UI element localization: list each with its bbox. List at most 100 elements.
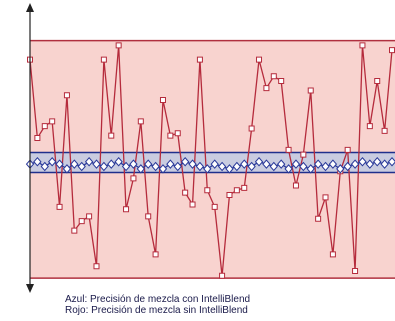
marker: [130, 175, 137, 182]
marker: [123, 206, 130, 213]
series-line: [29, 45, 393, 276]
marker: [144, 159, 153, 169]
marker: [306, 164, 315, 174]
marker: [329, 251, 336, 258]
marker: [226, 192, 233, 198]
marker: [350, 159, 360, 169]
marker: [137, 118, 144, 125]
marker: [196, 56, 203, 63]
marker: [78, 218, 85, 225]
marker: [173, 161, 182, 172]
marker: [277, 159, 286, 169]
marker: [328, 159, 338, 169]
marker: [262, 159, 271, 169]
marker: [380, 159, 389, 169]
marker: [62, 164, 72, 174]
marker: [336, 164, 345, 174]
marker: [269, 161, 278, 172]
marker: [344, 146, 351, 153]
marker: [55, 159, 64, 169]
marker: [307, 87, 314, 94]
marker: [145, 213, 152, 220]
marker: [63, 92, 70, 99]
marker: [300, 151, 307, 158]
marker: [254, 156, 264, 167]
marker: [270, 73, 277, 80]
marker: [33, 156, 42, 167]
marker: [189, 201, 196, 208]
marker: [47, 156, 57, 167]
marker: [92, 159, 101, 169]
marker: [248, 125, 255, 132]
marker: [321, 161, 330, 172]
marker: [182, 189, 189, 196]
marker: [285, 146, 292, 153]
marker: [180, 156, 190, 167]
marker: [86, 213, 93, 220]
marker: [210, 159, 219, 169]
marker: [195, 161, 205, 172]
marker: [93, 263, 100, 270]
marker: [204, 187, 211, 194]
marker: [217, 161, 227, 172]
marker: [77, 161, 86, 172]
marker: [159, 97, 166, 103]
marker: [188, 159, 197, 169]
marker: [166, 159, 175, 169]
legend-entry: Rojo: Precisión de mezcla sin IntelliBle…: [65, 305, 248, 316]
marker: [247, 161, 256, 172]
marker: [352, 268, 359, 274]
marker: [167, 132, 174, 139]
plot-area: [25, 39, 395, 279]
marker: [56, 203, 63, 210]
marker: [313, 159, 323, 169]
marker: [121, 161, 131, 172]
marker: [203, 164, 212, 174]
marker: [381, 127, 388, 134]
marker: [232, 161, 242, 172]
marker: [219, 272, 226, 279]
marker: [107, 159, 116, 169]
marker: [299, 161, 308, 172]
marker: [263, 85, 270, 92]
marker: [49, 118, 56, 125]
marker: [100, 56, 107, 63]
marker: [322, 194, 329, 201]
marker: [41, 123, 48, 130]
marker: [136, 164, 145, 174]
marker: [292, 182, 299, 189]
marker: [359, 42, 366, 49]
marker: [358, 156, 367, 167]
marker: [115, 42, 122, 49]
marker: [343, 161, 352, 172]
marker: [40, 161, 49, 172]
marker: [70, 159, 79, 169]
marker: [256, 56, 263, 63]
marker: [71, 227, 78, 234]
marker: [99, 161, 109, 172]
marker: [152, 251, 159, 258]
marker: [151, 161, 160, 172]
marker: [365, 159, 375, 169]
marker: [108, 132, 115, 139]
marker: [241, 184, 248, 191]
marker: [114, 156, 123, 167]
marker: [158, 164, 168, 174]
marker: [387, 156, 395, 167]
marker: [174, 130, 181, 137]
marker: [211, 203, 218, 210]
legend-entry: Azul: Precisión de mezcla con IntelliBle…: [65, 294, 250, 305]
marker: [233, 187, 240, 194]
marker: [34, 135, 41, 141]
marker: [225, 164, 234, 174]
marker: [240, 159, 249, 169]
marker: [278, 78, 285, 84]
marker: [389, 47, 395, 54]
marker: [284, 164, 293, 174]
marker: [291, 159, 301, 169]
marker: [84, 156, 94, 167]
marker: [374, 78, 381, 84]
marker: [129, 159, 138, 169]
marker: [315, 215, 322, 222]
